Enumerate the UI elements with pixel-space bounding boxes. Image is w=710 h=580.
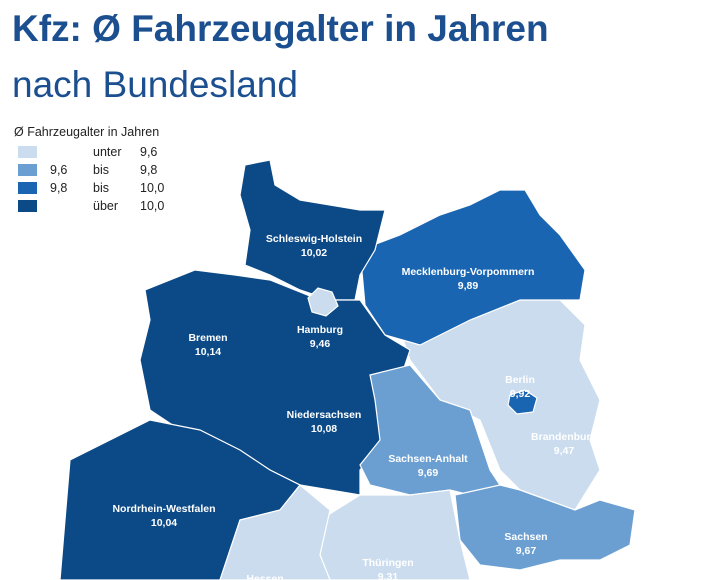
- legend-to: 9,6: [140, 145, 157, 159]
- region-shape: [239, 159, 386, 301]
- title: Kfz: Ø Fahrzeugalter in Jahren: [12, 8, 549, 49]
- region-value: 9,47: [554, 445, 575, 457]
- region-shape: [507, 389, 538, 415]
- region-name: Thüringen: [362, 557, 413, 569]
- region-value: 9,92: [510, 388, 531, 400]
- region-name: Schleswig-Holstein: [266, 233, 362, 245]
- legend-title: Ø Fahrzeugalter in Jahren: [14, 125, 159, 139]
- region-value: 9,69: [418, 467, 439, 479]
- region-labels: Schleswig-Holstein 10,02 Mecklenburg-Vorpo…: [112, 233, 597, 580]
- legend-word: über: [93, 199, 118, 213]
- legend-to: 9,8: [140, 163, 157, 177]
- legend-swatch: [18, 200, 37, 212]
- legend-from: 9,8: [50, 181, 67, 195]
- region-value: 9,46: [310, 338, 331, 350]
- region-name: Berlin: [505, 374, 535, 386]
- map-shapes: [59, 159, 636, 580]
- legend-word: bis: [93, 181, 109, 195]
- region-shape: [359, 189, 586, 346]
- region-value: 9,67: [516, 545, 537, 557]
- region-name: Hessen: [246, 573, 283, 580]
- region-shape: [219, 484, 331, 580]
- region-value: 10,08: [311, 423, 337, 435]
- region-shape: [454, 484, 636, 571]
- legend: unter 9,6 9,6 bis 9,8 9,8 bis 10,0 über 10,0: [18, 145, 164, 213]
- region-name: Sachsen-Anhalt: [388, 453, 468, 465]
- legend-from: 9,6: [50, 163, 67, 177]
- region-name: Bremen: [188, 332, 227, 344]
- legend-swatch: [18, 146, 37, 158]
- legend-word: unter: [93, 145, 122, 159]
- region-name: Nordrhein-Westfalen: [112, 503, 215, 515]
- region-shape: [307, 287, 339, 317]
- region-value: 10,14: [195, 346, 221, 358]
- region-value: 9,31: [378, 571, 399, 580]
- legend-swatch: [18, 164, 37, 176]
- legend-word: bis: [93, 163, 109, 177]
- legend-to: 10,0: [140, 181, 164, 195]
- legend-swatch: [18, 182, 37, 194]
- legend-to: 10,0: [140, 199, 164, 213]
- region-name: Niedersachsen: [287, 409, 362, 421]
- region-name: Sachsen: [504, 531, 547, 543]
- subtitle: nach Bundesland: [12, 64, 298, 105]
- region-name: Hamburg: [297, 324, 343, 336]
- region-name: Brandenburg: [531, 431, 597, 443]
- region-shape: [359, 364, 501, 496]
- region-value: 10,04: [151, 517, 177, 529]
- region-value: 10,02: [301, 247, 327, 259]
- region-value: 9,89: [458, 280, 479, 292]
- region-name: Mecklenburg-Vorpommern: [402, 266, 535, 278]
